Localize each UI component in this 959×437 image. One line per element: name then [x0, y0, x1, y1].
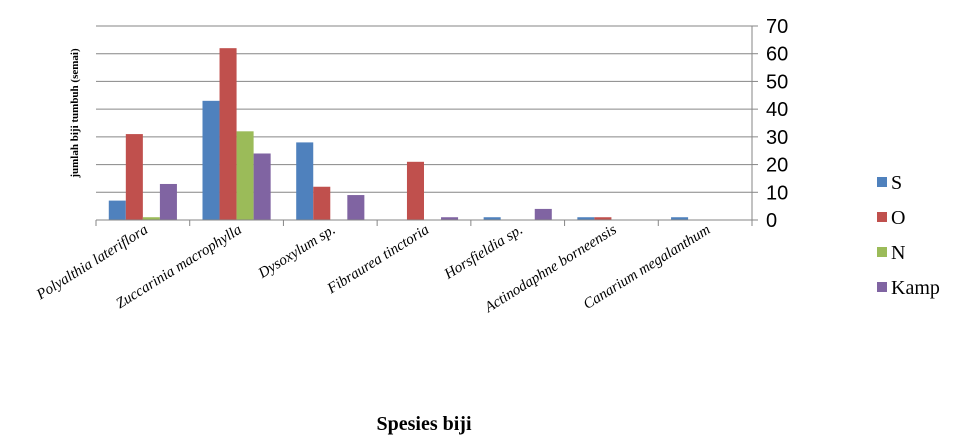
bar-s	[671, 217, 689, 220]
legend-swatch-n	[877, 247, 887, 257]
bar-s	[483, 217, 501, 220]
y-tick-label: 50	[766, 71, 788, 93]
bar-o	[219, 48, 237, 220]
bar-kamp	[534, 208, 552, 220]
y-tick-labels: 0 10 20 30 40 50 60 70	[766, 16, 788, 232]
bar-s	[202, 100, 220, 220]
bar-kamp	[441, 217, 459, 220]
y-tick-label: 20	[766, 155, 788, 177]
y-tick-label: 40	[766, 99, 788, 121]
y-tick-label: 70	[766, 16, 788, 38]
x-axis-label: Spesies biji	[376, 413, 471, 435]
y-tick-label: 0	[766, 210, 777, 232]
bar-n	[236, 131, 254, 220]
bar-o	[313, 186, 331, 220]
y-tick-label: 30	[766, 127, 788, 149]
bar-kamp	[347, 195, 365, 220]
bar-kamp	[253, 153, 271, 220]
legend-label-o: O	[891, 207, 905, 229]
legend-swatch-s	[877, 177, 887, 187]
legend-label-s: S	[891, 172, 902, 194]
axes	[95, 25, 758, 226]
bar-s	[577, 217, 595, 220]
x-tick-label: Fibraurea tinctoria	[324, 222, 432, 298]
legend-swatch-kamp	[877, 282, 887, 292]
bar-o	[406, 161, 424, 220]
bar-s	[296, 142, 314, 220]
bar-s	[108, 200, 126, 220]
legend-label-kamp: Kamp	[891, 277, 940, 299]
legend-swatch-o	[877, 212, 887, 222]
bar-o	[125, 134, 143, 220]
legend-label-n: N	[891, 242, 905, 264]
bar-n	[142, 217, 160, 220]
bars	[108, 48, 689, 220]
y-tick-label: 10	[766, 182, 788, 204]
x-tick-label: Dysoxylum sp.	[255, 222, 339, 282]
bar-o	[594, 217, 612, 220]
x-tick-label: Horsfieldia sp.	[441, 222, 526, 283]
legend: SON Kamp	[877, 172, 940, 299]
bar-kamp	[159, 183, 177, 220]
y-axis-label: jumlah biji tumbuh (semai)	[69, 48, 81, 179]
y-tick-label: 60	[766, 44, 788, 66]
